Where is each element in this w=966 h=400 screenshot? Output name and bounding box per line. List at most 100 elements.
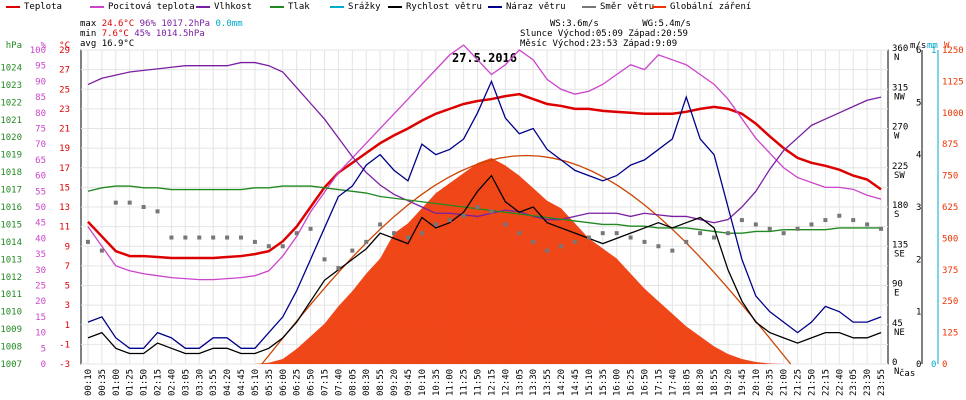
x-tick-label: 02:40 <box>167 369 177 396</box>
series-line <box>87 185 882 234</box>
legend-swatch <box>652 5 666 8</box>
wind-direction-point <box>517 231 522 236</box>
wind-direction-point <box>614 231 619 236</box>
x-tick-label: 13:55 <box>543 369 553 396</box>
axis-tick-temp: 7 <box>65 262 70 272</box>
x-tick-label: 15:35 <box>599 369 609 396</box>
axis-tick-ms: 5 <box>916 98 921 108</box>
axis-tick-dir: 45 <box>892 319 903 329</box>
axis-tick-hpa: 1016 <box>0 203 22 213</box>
x-tick-label: 19:45 <box>738 369 748 396</box>
legend-item: Tlak <box>270 2 310 12</box>
axis-tick-temp: 3 <box>65 301 70 311</box>
x-tick-label: 23:05 <box>849 369 859 396</box>
legend-label: Tlak <box>288 2 310 12</box>
legend-label: Náraz větru <box>506 2 566 12</box>
x-tick-label: 09:45 <box>404 369 414 396</box>
x-tick-label: 00:10 <box>84 369 94 396</box>
axis-tick-dir: 270 <box>892 123 908 133</box>
axis-tick-temp: 5 <box>65 282 70 292</box>
axis-title-hpa: hPa <box>6 41 22 51</box>
max-hum: 96% <box>139 19 156 29</box>
axis-tick-mm: 0 <box>931 360 936 370</box>
legend-item: Směr větru <box>582 2 654 12</box>
axis-tick-ms: 6 <box>916 46 921 56</box>
wind-direction-point <box>350 248 355 253</box>
wind-direction-point <box>392 231 397 236</box>
legend-label: Srážky <box>348 2 381 12</box>
axis-tick-pct: 95 <box>35 62 46 72</box>
wind-direction-point <box>795 226 800 231</box>
x-tick-label: 03:05 <box>181 369 191 396</box>
axis-tick-hpa: 1019 <box>0 151 22 161</box>
axis-tick-pct: 85 <box>35 93 46 103</box>
x-tick-label: 16:25 <box>627 369 637 396</box>
x-tick-label: 17:15 <box>654 369 664 396</box>
wind-direction-point <box>767 226 772 231</box>
stats-sun-block: WS:3.6m/s WG:5.4m/s Slunce Východ:05:09 … <box>520 19 691 49</box>
series-area-radiation <box>87 158 882 364</box>
axis-tick-dir: 360 <box>892 44 908 54</box>
stats-temp-block: max 24.6°C 96% 1017.2hPa 0.0mm min 7.6°C… <box>80 19 243 49</box>
wind-direction-point <box>197 235 202 240</box>
wind-direction-point <box>211 235 216 240</box>
series-line <box>87 44 882 281</box>
legend-item: Náraz větru <box>488 2 566 12</box>
axis-label-dir: W <box>894 132 900 142</box>
x-tick-label: 01:25 <box>126 369 136 396</box>
x-tick-label: 04:45 <box>237 369 247 396</box>
x-tick-label: 11:25 <box>460 369 470 396</box>
wind-direction-point <box>586 235 591 240</box>
max-temp: 24.6°C <box>101 19 135 29</box>
min-press: 1014.5hPa <box>155 29 205 39</box>
wind-speed-max: WS:3.6m/s <box>550 19 599 29</box>
axis-tick-temp: 25 <box>59 85 70 95</box>
wind-direction-point <box>489 209 494 214</box>
wind-direction-point <box>475 205 480 209</box>
wind-direction-point <box>545 248 550 253</box>
x-tick-label: 09:20 <box>390 369 400 396</box>
legend-swatch <box>330 5 344 8</box>
x-tick-label: 19:20 <box>724 369 734 396</box>
legend-swatch <box>388 5 402 8</box>
wind-direction-point <box>670 248 675 253</box>
axis-tick-pct: 30 <box>35 266 46 276</box>
x-tick-label: 01:00 <box>112 369 122 396</box>
axis-tick-pct: 35 <box>35 250 46 260</box>
legend-label: Vlhkost <box>214 2 252 12</box>
wind-direction-point <box>684 239 689 244</box>
wind-direction-point <box>405 235 410 240</box>
wind-direction-point <box>266 244 271 249</box>
wind-direction-point <box>823 218 828 223</box>
wind-direction-point <box>531 239 536 244</box>
x-tick-label: 16:50 <box>641 369 651 396</box>
wind-direction-point <box>433 222 438 227</box>
wind-direction-point <box>503 222 508 227</box>
x-tick-label: 03:30 <box>195 369 205 396</box>
x-tick-label: 13:30 <box>529 369 539 396</box>
min-label: min <box>80 29 97 39</box>
legend-swatch <box>90 5 104 8</box>
axis-tick-hpa: 1015 <box>0 220 22 230</box>
wind-direction-point <box>559 244 564 249</box>
wind-direction-point <box>85 239 90 244</box>
axis-tick-dir: 90 <box>892 280 903 290</box>
axis-title-temp: °C <box>59 41 70 51</box>
wind-direction-point <box>851 218 856 223</box>
x-tick-label: 23:55 <box>877 369 887 396</box>
axis-tick-pct: 70 <box>35 140 46 150</box>
x-tick-label: 23:30 <box>863 369 873 396</box>
legend-swatch <box>488 5 502 8</box>
axis-tick-dir: 315 <box>892 83 908 93</box>
wind-direction-point <box>127 200 132 205</box>
axis-tick-pct: 40 <box>35 234 46 244</box>
x-tick-label: 13:05 <box>515 369 525 396</box>
axis-title-w: W <box>944 41 950 51</box>
x-tick-label: 21:00 <box>780 369 790 396</box>
wind-direction-point <box>712 235 717 240</box>
wind-direction-point <box>837 213 842 218</box>
wind-direction-point <box>600 231 605 236</box>
legend-label: Pocitová teplota <box>108 2 195 12</box>
axis-title-pct: % <box>41 41 47 51</box>
